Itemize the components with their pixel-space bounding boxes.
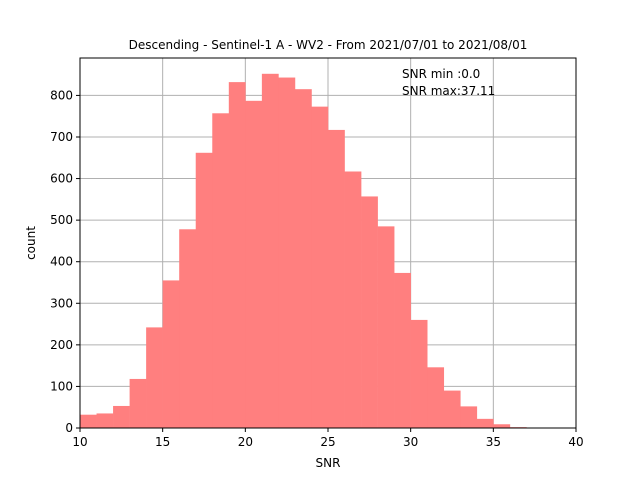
histogram-bar bbox=[410, 319, 428, 428]
histogram-bar bbox=[476, 418, 494, 428]
y-tick-label: 100 bbox=[50, 379, 73, 393]
histogram-bar bbox=[129, 378, 147, 428]
histogram-bar bbox=[80, 414, 97, 428]
y-axis-label: count bbox=[24, 226, 38, 260]
x-tick-label: 10 bbox=[72, 435, 87, 449]
histogram-bar bbox=[443, 390, 461, 428]
x-tick-label: 35 bbox=[486, 435, 501, 449]
x-tick-label: 25 bbox=[320, 435, 335, 449]
histogram-bar bbox=[179, 229, 197, 428]
histogram-bar bbox=[278, 77, 296, 428]
x-tick-label: 20 bbox=[238, 435, 253, 449]
histogram-bar bbox=[361, 196, 378, 428]
histogram-bar bbox=[394, 272, 411, 428]
y-axis-ticks: 0 100 200 300 400 500 600 700 800 bbox=[50, 88, 80, 435]
histogram-bar bbox=[377, 226, 395, 428]
histogram-bar bbox=[162, 280, 180, 428]
snr-max-annotation: SNR max:37.11 bbox=[402, 84, 495, 98]
histogram-bar bbox=[460, 406, 478, 428]
y-tick-label: 500 bbox=[50, 213, 73, 227]
y-tick-label: 200 bbox=[50, 338, 73, 352]
y-tick-label: 0 bbox=[65, 421, 73, 435]
histogram-bar bbox=[427, 367, 445, 428]
histogram-bar bbox=[195, 152, 213, 429]
histogram-bar bbox=[493, 424, 511, 428]
y-tick-label: 800 bbox=[50, 88, 73, 102]
y-tick-label: 300 bbox=[50, 296, 73, 310]
histogram-bar bbox=[311, 106, 329, 429]
y-tick-label: 600 bbox=[50, 172, 73, 186]
histogram-bar bbox=[228, 82, 246, 428]
chart-title: Descending - Sentinel-1 A - WV2 - From 2… bbox=[129, 38, 528, 52]
histogram-bar bbox=[212, 113, 230, 428]
x-tick-label: 40 bbox=[568, 435, 583, 449]
histogram-bar bbox=[245, 100, 263, 428]
x-tick-label: 30 bbox=[403, 435, 418, 449]
y-tick-label: 400 bbox=[50, 255, 73, 269]
snr-min-annotation: SNR min :0.0 bbox=[402, 67, 480, 81]
histogram-bar bbox=[96, 413, 114, 428]
x-axis-label: SNR bbox=[316, 456, 341, 470]
histogram-bar bbox=[344, 171, 362, 428]
histogram-bar bbox=[113, 405, 130, 428]
histogram-bar bbox=[328, 129, 345, 429]
histogram-bar bbox=[146, 327, 163, 428]
x-axis-ticks: 10 15 20 25 30 35 40 bbox=[72, 428, 584, 449]
histogram-bars bbox=[80, 73, 544, 429]
histogram-bar bbox=[294, 89, 312, 428]
x-tick-label: 15 bbox=[155, 435, 170, 449]
histogram-bar bbox=[261, 73, 279, 428]
y-tick-label: 700 bbox=[50, 130, 73, 144]
